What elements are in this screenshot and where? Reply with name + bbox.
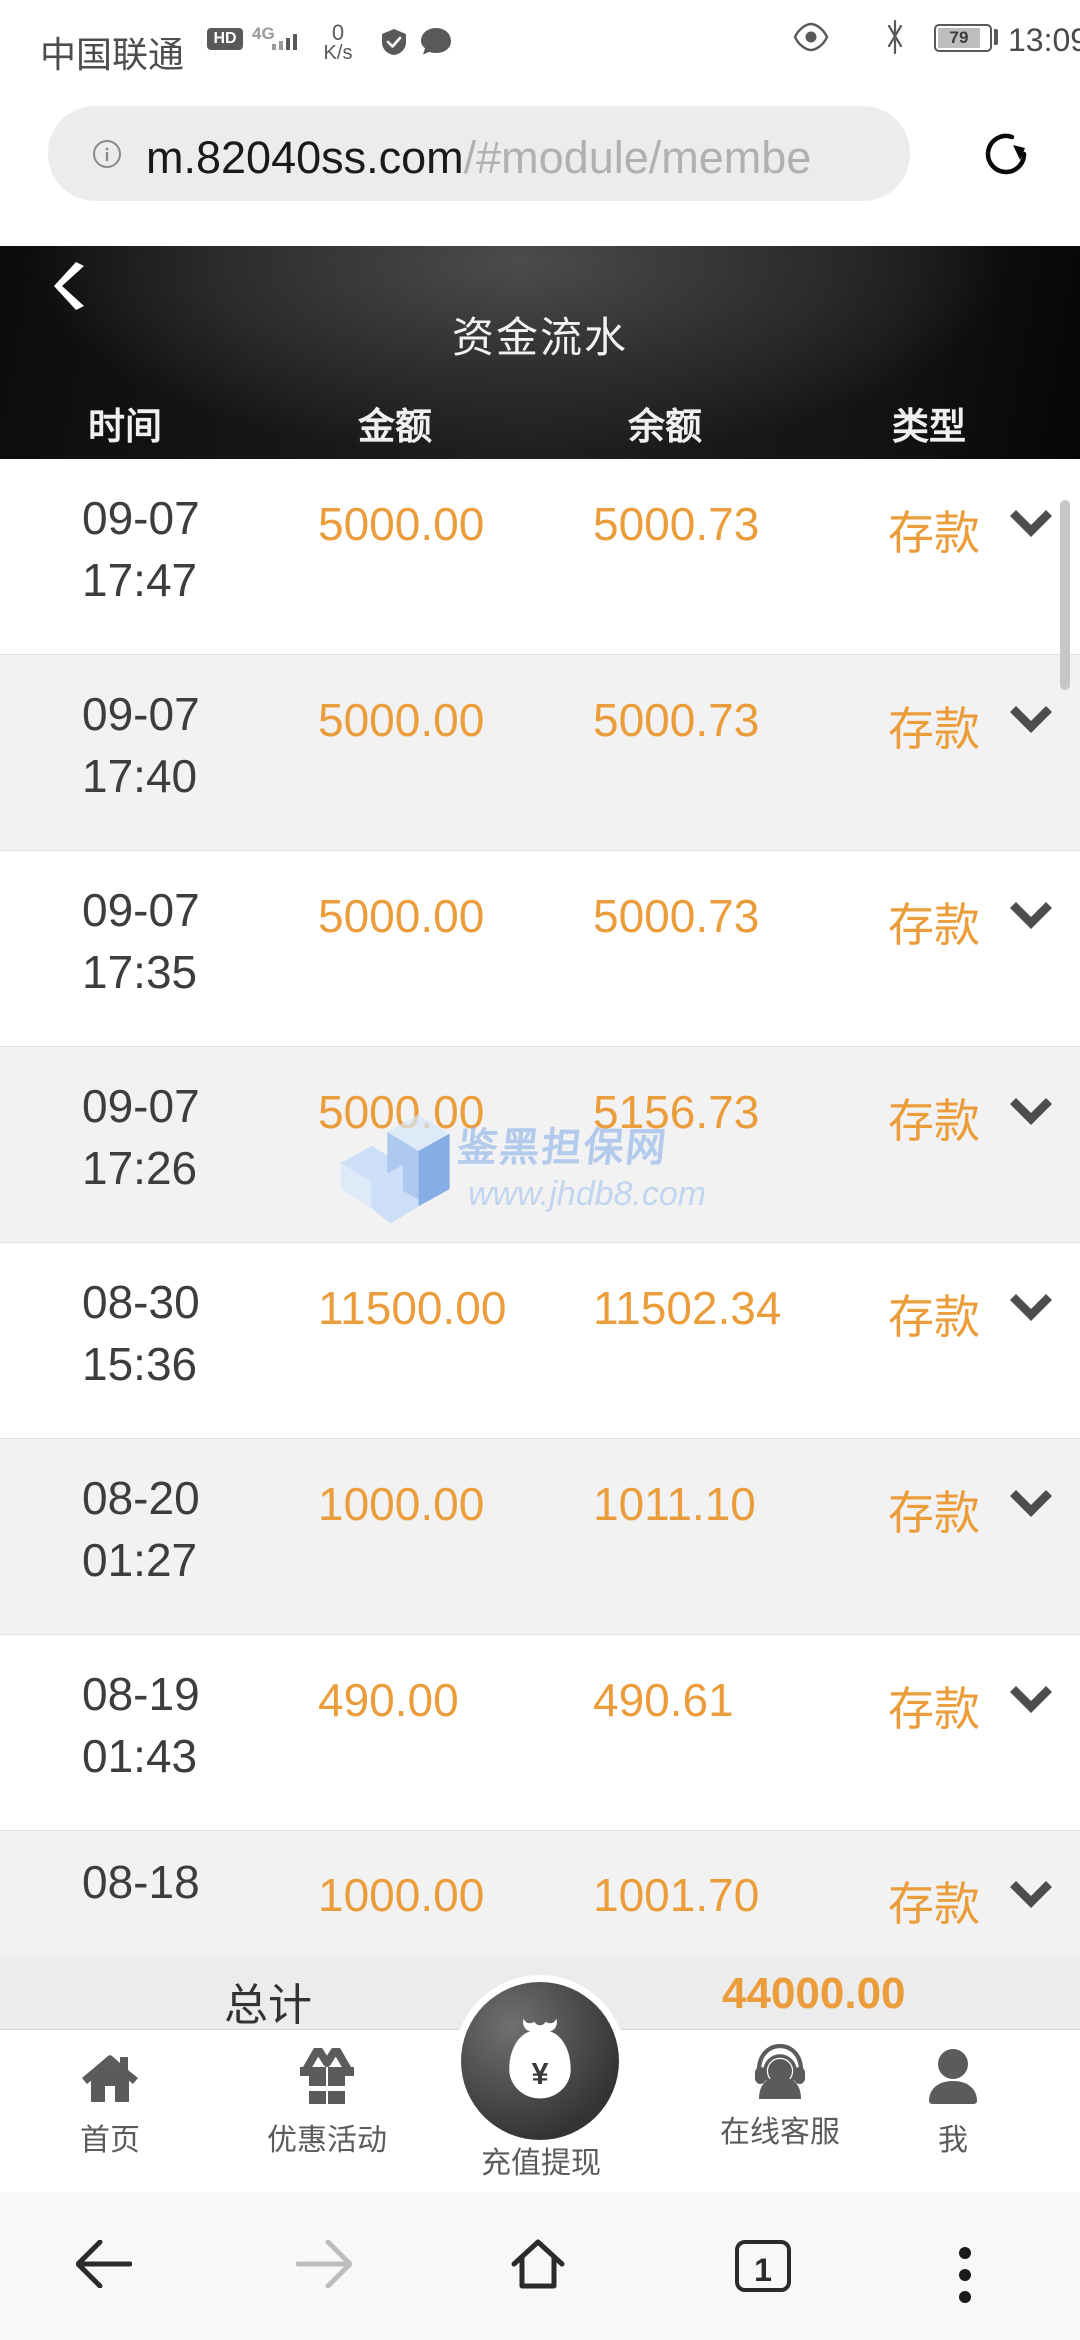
svg-text:¥: ¥ bbox=[531, 2056, 548, 2091]
